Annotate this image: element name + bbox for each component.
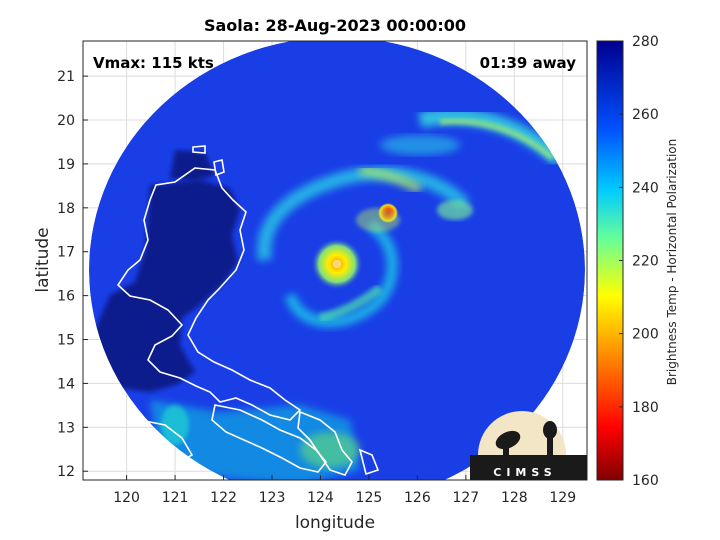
- y-tick-label-6: 18: [57, 201, 75, 217]
- upper-cyan-patch: [380, 135, 460, 155]
- chart-title: Saola: 28-Aug-2023 00:00:00: [204, 16, 466, 35]
- vmax-label: Vmax: 115 kts: [93, 54, 214, 72]
- y-tick-label-1: 13: [57, 420, 75, 436]
- logo-building: [470, 455, 587, 480]
- coastline-islet-2: [213, 159, 225, 177]
- y-tick-label-9: 21: [57, 69, 75, 85]
- coastline-north-islet: [192, 145, 206, 154]
- x-tick-label-0: 120: [113, 490, 140, 506]
- coastline-luzon: [116, 167, 302, 421]
- hotspot-halo: [356, 208, 400, 232]
- x-tick-label-7: 127: [452, 490, 479, 506]
- x-tick-label-4: 124: [307, 490, 334, 506]
- x-tick-label-1: 121: [162, 490, 189, 506]
- x-tick-label-8: 128: [501, 490, 528, 506]
- logo-text: CIMSS: [493, 466, 556, 479]
- logo-dish-stand: [503, 442, 509, 456]
- outer-rainband: [257, 166, 470, 262]
- colorbar-ticks: 160 180 200 220 240 260 280: [619, 34, 659, 489]
- y-tick-label-2: 14: [57, 376, 75, 392]
- x-tick-label-3: 123: [259, 490, 286, 506]
- x-tick-label-9: 129: [549, 490, 576, 506]
- southern-cloud-band: [150, 400, 360, 480]
- y-tick-label-8: 20: [57, 113, 75, 129]
- colorbar: 160 180 200 220 240 260 280 Brightness Temp - …: [596, 34, 679, 489]
- y-tick-label-3: 15: [57, 333, 75, 349]
- plot-frame: [82, 40, 588, 481]
- plot-area: 120 121 122 123 124 125 126 127 128 129 121314151…: [57, 40, 588, 506]
- colorbar-gradient: [596, 40, 624, 481]
- east-cloud-patch: [437, 200, 473, 220]
- northeast-rainband-bright: [439, 118, 554, 161]
- x-tick-label-5: 125: [356, 490, 383, 506]
- southwest-cyan-patch: [161, 405, 189, 445]
- southern-green-patch: [300, 432, 360, 468]
- cimss-logo: CIMSS: [470, 411, 587, 480]
- colorbar-tick-label-6: 280: [632, 34, 659, 50]
- colorbar-tick-label-0: 160: [632, 473, 659, 489]
- colorbar-tick-label-3: 220: [632, 254, 659, 270]
- y-tick-label-4: 16: [57, 289, 75, 305]
- coastline-island-se: [358, 448, 380, 476]
- logo-tower: [547, 436, 553, 458]
- eye: [333, 260, 341, 268]
- coastline-islands-south: [211, 404, 328, 473]
- north-rainband: [359, 165, 423, 195]
- colorbar-tick-label-4: 240: [632, 180, 659, 196]
- inner-rainband: [284, 220, 398, 328]
- y-tick-label-0: 12: [57, 464, 75, 480]
- colorbar-tick-label-5: 260: [632, 107, 659, 123]
- colorbar-tick-label-2: 200: [632, 327, 659, 343]
- land-luzon: [95, 180, 240, 392]
- y-tick-label-7: 19: [57, 157, 75, 173]
- land-luzon-north: [170, 150, 215, 182]
- coastline-samar: [297, 410, 353, 476]
- x-axis-label: longitude: [295, 513, 375, 533]
- x-ticks: 120 121 122 123 124 125 126 127 128 129: [113, 475, 576, 506]
- colorbar-tick-label-1: 180: [632, 400, 659, 416]
- time-away-label: 01:39 away: [480, 54, 577, 72]
- logo-tank: [543, 421, 557, 439]
- colorbar-label: Brightness Temp - Horizontal Polarizatio…: [665, 139, 679, 386]
- northeast-rainband: [418, 108, 566, 167]
- y-ticks: 12 13 14 15 16 17 18 19 20 21: [57, 69, 88, 480]
- logo-dish: [495, 430, 521, 450]
- microwave-swath: [89, 41, 585, 480]
- south-rainband: [318, 284, 383, 323]
- y-axis-label: latitude: [33, 227, 53, 292]
- x-tick-label-6: 126: [404, 490, 431, 506]
- y-tick-label-5: 17: [57, 245, 75, 261]
- x-tick-label-2: 122: [210, 490, 237, 506]
